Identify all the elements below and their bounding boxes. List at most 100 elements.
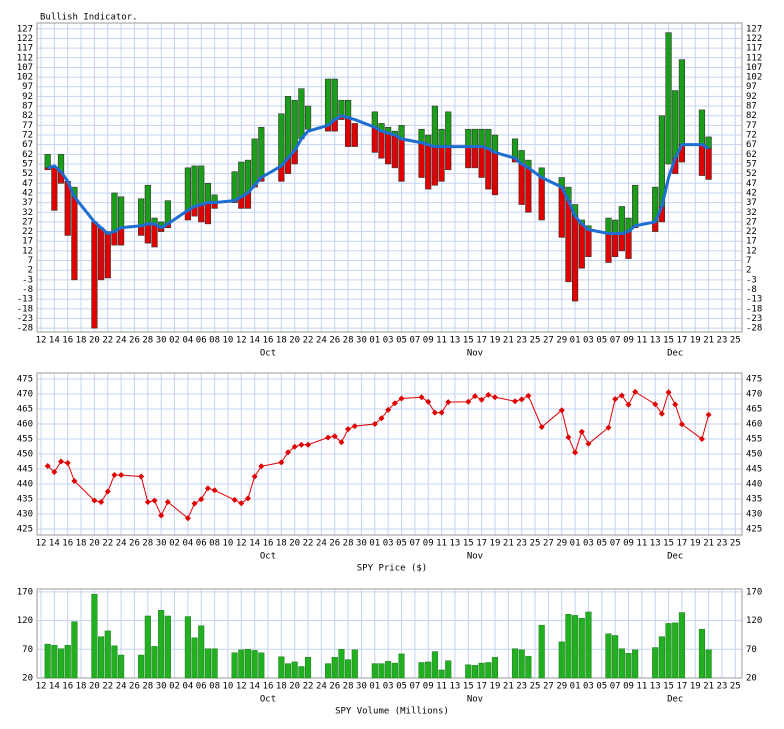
x-tick-label: 20 [89,539,100,549]
bullish-bar [445,111,452,147]
x-tick-label: 13 [450,336,461,346]
x-tick-label: 25 [530,539,541,549]
y-tick-label-right: 42 [746,188,757,198]
volume-bar [118,654,125,679]
x-tick-label: 28 [343,336,354,346]
x-tick-label: 12 [36,539,47,549]
volume-bar [705,649,712,679]
bearish-bar [438,146,445,182]
price-point [378,415,385,422]
price-point [191,500,198,507]
volume-bar [111,645,118,679]
x-tick-label: 13 [450,539,461,549]
y-tick-label: 32 [22,208,33,218]
x-tick-label: 11 [436,336,447,346]
x-tick-label: 15 [663,336,674,346]
y-tick-label: -23 [17,314,33,324]
x-tick-label: 05 [396,539,407,549]
y-tick-label-right: 122 [746,34,762,44]
bullish-bar [304,105,312,130]
x-tick-label: 25 [730,336,741,346]
x-tick-label: 16 [62,539,73,549]
plot-area [37,23,742,332]
volume-bar [371,663,378,679]
y-tick-label: 77 [22,121,33,131]
x-tick-label: 23 [717,539,728,549]
y-tick-label-right: 82 [746,111,757,121]
x-tick-label: 11 [636,539,647,549]
x-tick-label: 22 [303,336,314,346]
price-point [418,394,425,401]
x-tick-label: 21 [703,336,714,346]
x-tick-label: 09 [423,539,434,549]
y-tick-label: 102 [17,73,33,83]
x-tick-label: 17 [476,336,487,346]
bullish-bar [191,165,198,207]
bullish-bar [251,138,258,186]
x-tick-label: 05 [396,682,407,692]
x-tick-label: 16 [263,336,274,346]
volume-bar [238,649,245,679]
y-tick-label: 47 [22,179,33,189]
volume-bar [625,653,632,679]
bearish-bar [391,134,398,169]
y-tick-label-right: 20 [746,674,757,684]
x-tick-label: 16 [62,682,73,692]
x-tick-label: 17 [476,539,487,549]
volume-bar [71,621,78,679]
y-tick-label: 475 [17,375,33,385]
volume-bar [605,633,612,679]
price-point [71,478,78,484]
x-tick-label: 06 [196,336,207,346]
bearish-bar [465,146,472,169]
x-tick-label: 17 [676,336,687,346]
price-point [251,473,258,480]
y-tick-label-right: -3 [746,275,757,285]
x-tick-label: 29 [556,336,567,346]
x-tick-label: 25 [530,336,541,346]
bearish-bar [91,221,98,329]
bullish-bar [471,128,479,147]
x-tick-label: 22 [303,539,314,549]
bearish-bar [51,167,58,211]
y-tick-label-right: 425 [746,525,762,535]
x-tick-label: 11 [636,682,647,692]
x-tick-label: 21 [503,539,514,549]
volume-bar [518,649,525,679]
y-tick-label-right: -8 [746,285,757,295]
price-point [198,496,205,503]
price-point [632,388,639,395]
x-tick-label: 21 [703,682,714,692]
price-point [44,463,51,469]
y-tick-label-right: 87 [746,102,757,112]
x-tick-label: 23 [717,682,728,692]
bearish-bar [612,233,619,257]
x-tick-label: 17 [676,682,687,692]
volume-bar [378,663,385,679]
price-point [678,421,685,428]
x-tick-label: 20 [89,336,100,346]
x-tick-label: 22 [102,682,113,692]
price-point [605,424,612,431]
volume-bar [184,616,191,679]
x-tick-label: 20 [289,539,300,549]
volume-bar [331,657,338,679]
x-tick-label: 20 [289,682,300,692]
x-tick-label: 05 [596,539,607,549]
month-label: Nov [467,552,483,562]
volume-bar [678,612,685,679]
y-tick-label: -8 [22,285,33,295]
x-tick-label: 25 [730,539,741,549]
price-point [351,423,358,430]
price-point [331,433,338,440]
y-tick-label-right: 170 [746,587,762,597]
x-tick-label: 01 [570,539,581,549]
chart-title: Bullish Indicator. [40,13,138,23]
x-tick-label: 18 [276,539,287,549]
x-tick-label: 03 [583,682,594,692]
x-tick-label: 26 [329,336,340,346]
y-tick-label-right: 62 [746,150,757,160]
x-tick-label: 02 [169,336,180,346]
y-tick-label: 425 [17,525,33,535]
bullish-bar [184,167,191,211]
